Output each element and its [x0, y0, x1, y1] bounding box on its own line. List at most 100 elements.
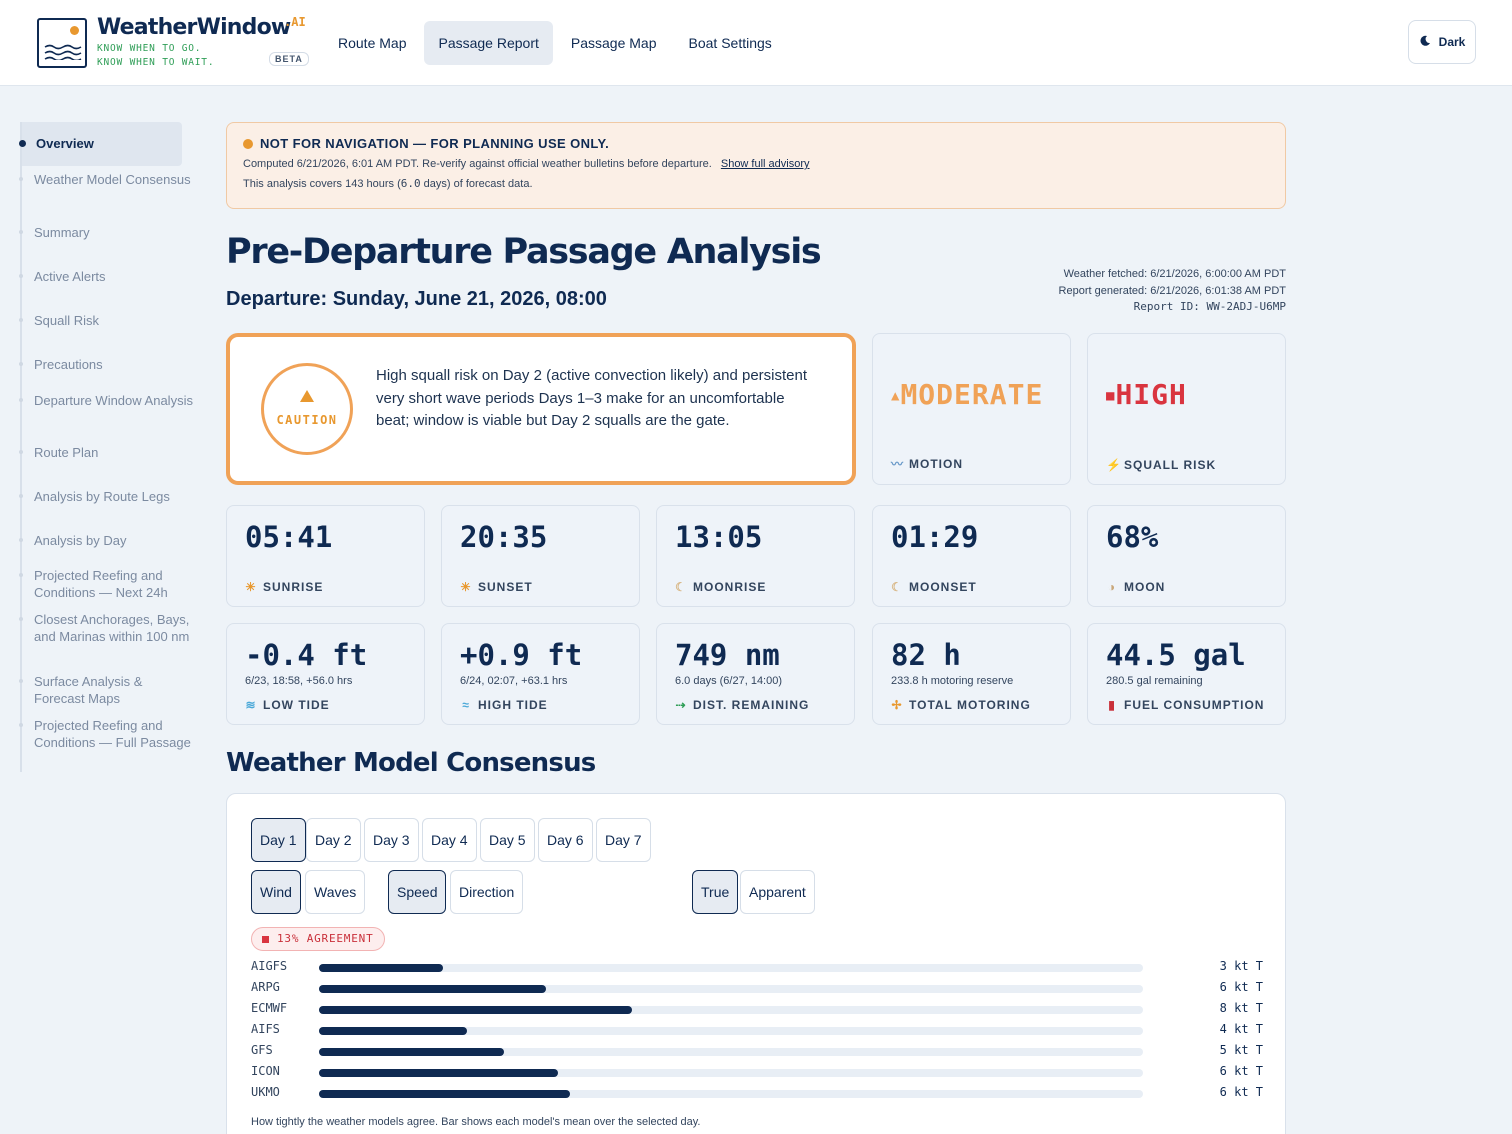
fuel-consumption-detail: 280.5 gal remaining [1106, 675, 1203, 687]
sunrise-value: 05:41 [245, 520, 333, 554]
advisory-banner: NOT FOR NAVIGATION — FOR PLANNING USE ON… [226, 122, 1286, 209]
tab-day-3[interactable]: Day 3 [364, 818, 419, 862]
model-row-aifs: AIFS 4 kt T [251, 1020, 1263, 1041]
sidebar-item-projected-reefing-and-conditions-next-24h[interactable]: Projected Reefing and Conditions — Next … [19, 567, 194, 601]
model-wind-speed: 4 kt T [1219, 1022, 1263, 1036]
high-tide-label: ≈ HIGH TIDE [460, 698, 548, 712]
model-bar-track [319, 1048, 1143, 1056]
advisory-computed: Computed 6/21/2026, 6:01 AM PDT. Re-veri… [243, 158, 712, 170]
model-bar [319, 964, 443, 972]
nav-passage-report[interactable]: Passage Report [424, 21, 553, 65]
sunrise-label: ☀ SUNRISE [245, 580, 323, 594]
sidebar-item-closest-anchorages-bays-and-marinas-within-100-nm[interactable]: Closest Anchorages, Bays, and Marinas wi… [19, 611, 194, 645]
advisory-coverage: This analysis covers 143 hours (6.0 days… [243, 177, 1269, 190]
moon-card: 68% ◑ MOON [1087, 505, 1286, 607]
total-motoring-card: 82 h 233.8 h motoring reserve ✢ TOTAL MOTOR… [872, 623, 1071, 725]
model-bar [319, 1027, 468, 1035]
sidebar-item-summary[interactable]: Summary [19, 224, 194, 241]
metric-speed-button[interactable]: Speed [388, 870, 447, 914]
sidebar-item-analysis-by-route-legs[interactable]: Analysis by Route Legs [19, 488, 194, 505]
show-advisory-link[interactable]: Show full advisory [720, 158, 810, 170]
model-bar [319, 985, 546, 993]
wave-icon: 〰 [891, 457, 905, 471]
caution-triangle-icon [300, 390, 314, 402]
sidebar-item-overview[interactable]: Overview [19, 122, 182, 166]
sidebar-item-squall-risk[interactable]: Squall Risk [19, 312, 194, 329]
reference-apparent-button[interactable]: Apparent [740, 870, 815, 914]
motion-label-text: MOTION [909, 456, 963, 471]
fuel-icon: ▮ [1108, 698, 1116, 712]
nav-passage-map[interactable]: Passage Map [570, 35, 657, 51]
sidebar-item-analysis-by-day[interactable]: Analysis by Day [19, 532, 194, 549]
agreement-text: 13% AGREEMENT [277, 932, 374, 945]
model-name: AIGFS [251, 959, 288, 973]
tab-day-6[interactable]: Day 6 [538, 818, 593, 862]
dist-remaining-card: 749 nm 6.0 days (6/27, 14:00) ⇢ DIST. REMAI… [656, 623, 855, 725]
tab-day-5[interactable]: Day 5 [480, 818, 535, 862]
tab-day-7[interactable]: Day 7 [596, 818, 651, 862]
model-wind-speed: 3 kt T [1219, 959, 1263, 973]
report-id: Report ID: WW-2ADJ-U6MP [1133, 300, 1286, 313]
tab-day-2[interactable]: Day 2 [306, 818, 361, 862]
sidebar-item-precautions[interactable]: Precautions [19, 356, 194, 373]
moonset-label: ☾ MOONSET [891, 580, 977, 594]
report-meta: Weather fetched: 6/21/2026, 6:00:00 AM P… [1059, 266, 1286, 316]
variable-wind-button[interactable]: Wind [251, 870, 301, 914]
model-row-gfs: GFS 5 kt T [251, 1041, 1263, 1062]
low-tide-label: ≋ LOW TIDE [245, 698, 330, 712]
triangle-up-icon: ▲ [891, 388, 901, 404]
low-tide-detail: 6/23, 18:58, +56.0 hrs [245, 675, 353, 687]
coverage-suffix: days) of forecast data. [420, 178, 533, 190]
warning-dot-icon [243, 138, 253, 149]
logo-icon[interactable] [37, 18, 87, 68]
nav-boat-settings[interactable]: Boat Settings [688, 35, 772, 51]
reference-true-button[interactable]: True [692, 870, 739, 914]
sidebar-item-departure-window-analysis[interactable]: Departure Window Analysis [19, 393, 193, 408]
brand-tagline: KNOW WHEN TO GO. KNOW WHEN TO WAIT. [97, 42, 214, 70]
tab-day-4[interactable]: Day 4 [422, 818, 477, 862]
total-motoring-label-text: TOTAL MOTORING [909, 698, 1031, 712]
variable-waves-button[interactable]: Waves [305, 870, 366, 914]
sidebar-item-weather-model-consensus[interactable]: Weather Model Consensus [19, 171, 194, 188]
low-tide-icon: ≋ [245, 698, 257, 712]
arrow-icon: ⇢ [675, 698, 687, 712]
sidebar-item-route-plan[interactable]: Route Plan [19, 444, 194, 461]
consensus-footnote: How tightly the weather models agree. Ba… [251, 1116, 701, 1128]
agreement-square-icon [262, 935, 269, 943]
sidebar-item-projected-reefing-and-conditions-full-passage[interactable]: Projected Reefing and Conditions — Full … [19, 717, 194, 751]
sidebar-item-active-alerts[interactable]: Active Alerts [19, 268, 194, 285]
model-name: ARPG [251, 980, 280, 994]
beta-badge: BETA [269, 52, 309, 66]
sunset-card: 20:35 ☀ SUNSET [441, 505, 640, 607]
high-tide-detail: 6/24, 02:07, +63.1 hrs [460, 675, 568, 687]
model-bar [319, 1090, 571, 1098]
motion-risk-label: 〰 MOTION [891, 455, 963, 472]
brand-name[interactable]: WeatherWindow [97, 15, 291, 40]
model-bar [319, 1006, 633, 1014]
brand-suffix: .AI [284, 15, 306, 29]
metric-direction-button[interactable]: Direction [450, 870, 524, 914]
fuel-consumption-label-text: FUEL CONSUMPTION [1124, 698, 1265, 712]
sidebar-item-surface-analysis-forecast-maps[interactable]: Surface Analysis & Forecast Maps [19, 673, 194, 707]
model-name: ICON [251, 1064, 280, 1078]
model-row-ukmo: UKMO 6 kt T [251, 1083, 1263, 1104]
sunset-label: ☀ SUNSET [460, 580, 533, 594]
nav-route-map[interactable]: Route Map [338, 35, 407, 51]
low-tide-card: -0.4 ft 6/23, 18:58, +56.0 hrs ≋ LOW TIDE [226, 623, 425, 725]
model-wind-speed: 5 kt T [1219, 1043, 1263, 1057]
total-motoring-detail: 233.8 h motoring reserve [891, 675, 1014, 687]
moonrise-value: 13:05 [675, 520, 763, 554]
low-tide-label-text: LOW TIDE [263, 698, 330, 712]
dist-remaining-label-text: DIST. REMAINING [693, 698, 810, 712]
squall-risk-card: ■HIGH ⚡ SQUALL RISK [1087, 333, 1286, 485]
top-bar: WeatherWindow .AI KNOW WHEN TO GO. KNOW … [0, 0, 1512, 86]
dark-mode-label: Dark [1438, 35, 1466, 49]
dark-mode-toggle[interactable]: Dark [1408, 20, 1476, 64]
sunset-label-text: SUNSET [478, 580, 533, 594]
moon-icon [1419, 35, 1431, 50]
tab-day-1[interactable]: Day 1 [251, 818, 306, 862]
model-wind-speed: 6 kt T [1219, 1085, 1263, 1099]
motion-risk-card: ▲MODERATE 〰 MOTION [872, 333, 1071, 485]
propeller-icon: ✢ [891, 698, 903, 712]
model-name: AIFS [251, 1022, 280, 1036]
